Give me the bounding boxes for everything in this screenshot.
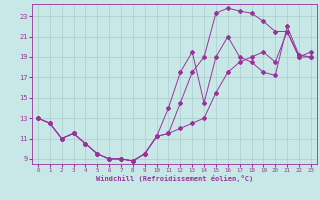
X-axis label: Windchill (Refroidissement éolien,°C): Windchill (Refroidissement éolien,°C) bbox=[96, 175, 253, 182]
